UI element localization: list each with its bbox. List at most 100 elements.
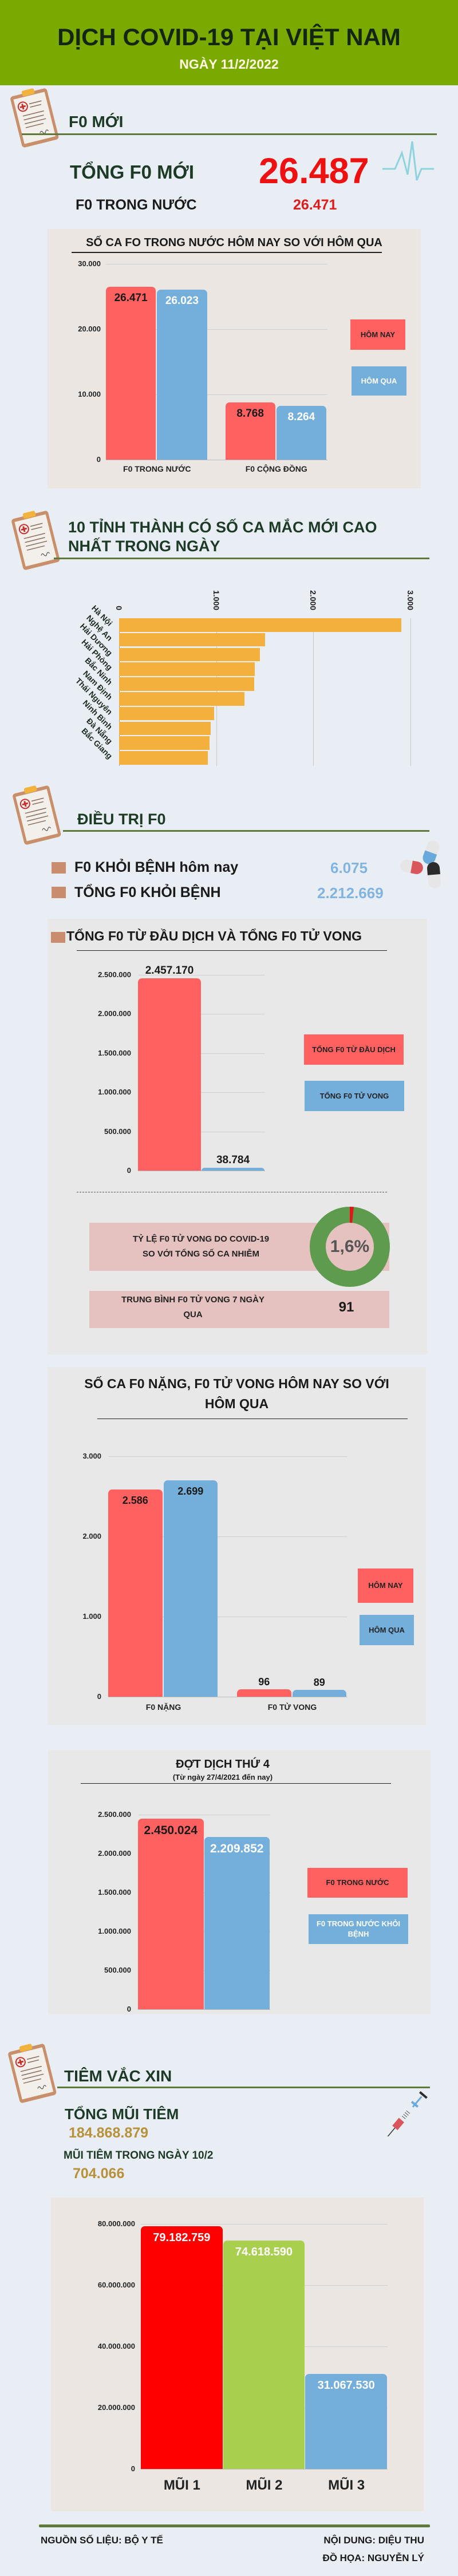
- section-title-provinces-line2: NHẤT TRONG NGÀY: [68, 538, 220, 555]
- y-tick-label: 2.500.000: [98, 970, 131, 979]
- section-title-f0-new: F0 MỚI: [69, 113, 124, 131]
- bar: [157, 290, 207, 460]
- y-tick-label: 40.000.000: [97, 2342, 135, 2350]
- y-tick-label: 20.000.000: [97, 2403, 135, 2412]
- bar: [141, 2226, 223, 2469]
- bar: [119, 721, 211, 736]
- x-tick-label: 0: [114, 606, 124, 610]
- y-tick-label: 2.000.000: [98, 1849, 131, 1858]
- bar: [119, 736, 210, 750]
- footer-divider: [39, 2524, 430, 2527]
- total-doses-label: TỔNG MŨI TIÊM: [65, 2105, 179, 2123]
- bar: [204, 1837, 270, 2009]
- death-rate-label-line1: TỶ LỆ F0 TỬ VONG DO COVID-19: [132, 1234, 270, 1244]
- bar: [106, 287, 156, 460]
- gridline: [138, 2009, 270, 2010]
- clipboard-icon: [10, 783, 63, 846]
- bar: [108, 1489, 163, 1697]
- y-tick-label: 10.000: [78, 390, 101, 398]
- bar: [119, 662, 255, 676]
- bar-value-label: 89: [313, 1676, 325, 1688]
- legend-today: HÔM NAY: [358, 1568, 413, 1603]
- y-tick-label: 1.000.000: [98, 1927, 131, 1935]
- y-tick-label: 2.500.000: [98, 1810, 131, 1819]
- y-tick-label: 60.000.000: [97, 2281, 135, 2289]
- section-divider: [57, 2087, 430, 2088]
- gridline: [106, 329, 327, 330]
- heartbeat-icon: [382, 141, 434, 181]
- gridline: [108, 1456, 348, 1457]
- bar: [138, 978, 201, 1171]
- avg-deaths-label-line2: QUA: [183, 1309, 203, 1319]
- section-divider: [22, 133, 437, 135]
- y-tick-label: 1.500.000: [98, 1888, 131, 1897]
- footer-source: NGUỒN SỐ LIỆU: BỘ Y TẾ: [41, 2535, 163, 2546]
- chart-panel-severe-deaths: [48, 1367, 426, 1725]
- bar-value-label: 96: [258, 1676, 270, 1688]
- bullet-square: [52, 887, 66, 898]
- category-label: F0 NẶNG: [145, 1702, 181, 1712]
- category-label: MŨI 1: [163, 2478, 200, 2493]
- bar-value-label: 2.209.852: [210, 1842, 264, 1856]
- y-tick-label: 1.000: [82, 1612, 101, 1621]
- bar: [225, 402, 275, 460]
- section-title-provinces-line1: 10 TỈNH THÀNH CÓ SỐ CA MẮC MỚI CAO: [68, 519, 377, 536]
- legend-today: HÔM NAY: [350, 319, 405, 350]
- x-tick-label: 1.000: [211, 590, 221, 610]
- donut-slice-death-rate: [310, 1207, 390, 1287]
- recovered-total-value: 2.212.669: [317, 884, 384, 902]
- avg-deaths-label: TRUNG BÌNH F0 TỬ VONG 7 NGÀY QUA: [89, 1293, 297, 1322]
- category-label: F0 TRONG NƯỚC: [123, 464, 191, 473]
- bar-value-label: 8.768: [236, 408, 264, 420]
- x-tick-label: 3.000: [406, 590, 415, 610]
- bar-value-label: 2.450.024: [144, 1823, 198, 1837]
- chart-title-line1: SỐ CA F0 NẶNG, F0 TỬ VONG HÔM NAY SO VỚI: [84, 1376, 389, 1391]
- bar: [119, 706, 214, 721]
- gridline: [141, 2469, 388, 2470]
- bar: [292, 1689, 346, 1697]
- bar-value-label: 31.067.530: [317, 2379, 375, 2392]
- total-doses-value: 184.868.879: [69, 2125, 149, 2141]
- y-tick-label: 2.000: [82, 1532, 101, 1540]
- bar: [138, 1818, 204, 2009]
- death-rate-donut-chart: [310, 1207, 390, 1287]
- title-underline: [72, 252, 382, 253]
- bar: [119, 692, 244, 706]
- chart-title: TỔNG F0 TỪ ĐẦU DỊCH VÀ TỔNG F0 TỬ VONG: [66, 929, 362, 943]
- category-label: F0 CỘNG ĐỒNG: [245, 464, 307, 473]
- title-underline: [81, 1783, 391, 1784]
- daily-doses-label: MŨI TIÊM TRONG NGÀY 10/2: [64, 2150, 214, 2162]
- bar: [119, 751, 208, 765]
- bar: [276, 405, 326, 460]
- y-tick-label: 500.000: [104, 1966, 131, 1974]
- bar-value-label: 74.618.590: [235, 2245, 293, 2258]
- section-divider: [54, 558, 429, 559]
- header-banner: DỊCH COVID-19 TẠI VIỆT NAM NGÀY 11/2/202…: [0, 0, 458, 85]
- recovered-today-value: 6.075: [330, 859, 368, 876]
- legend-yesterday: HÔM QUA: [360, 1615, 414, 1645]
- legend-domestic-recovered: F0 TRONG NƯỚC KHỎI BỆNH: [309, 1914, 408, 1944]
- legend-domestic: F0 TRONG NƯỚC: [307, 1868, 408, 1898]
- death-rate-label-line2: SO VỚI TỔNG SỐ CA NHIỄM: [143, 1249, 259, 1259]
- gridline: [410, 618, 411, 766]
- bar-value-label: 38.784: [216, 1153, 250, 1166]
- bar: [163, 1480, 218, 1697]
- bar: [202, 1167, 264, 1171]
- chart-title: SỐ CA FO TRONG NƯỚC HÔM NAY SO VỚI HÔM Q…: [86, 236, 382, 249]
- bar: [119, 647, 260, 662]
- category-label: F0 TỬ VONG: [267, 1702, 317, 1712]
- donut-center: [326, 1223, 374, 1271]
- bar: [237, 1689, 291, 1697]
- death-rate-label: TỶ LỆ F0 TỬ VONG DO COVID-19 SO VỚI TỔNG…: [89, 1232, 313, 1261]
- legend-total-cases: TỔNG F0 TỪ ĐẦU DỊCH: [304, 1034, 404, 1065]
- gridline: [141, 2224, 388, 2225]
- footer-graphics-credit: ĐỒ HỌA: NGUYỄN LÝ: [322, 2553, 424, 2563]
- bar-value-label: 2.699: [177, 1485, 204, 1498]
- bar: [223, 2240, 305, 2469]
- bar: [119, 677, 254, 691]
- legend-yesterday: HÔM QUA: [352, 366, 406, 396]
- death-rate-value: 1,6%: [330, 1237, 370, 1256]
- y-tick-label: 0: [96, 455, 101, 464]
- y-tick-label: 0: [127, 2005, 131, 2013]
- gridline: [108, 1536, 348, 1537]
